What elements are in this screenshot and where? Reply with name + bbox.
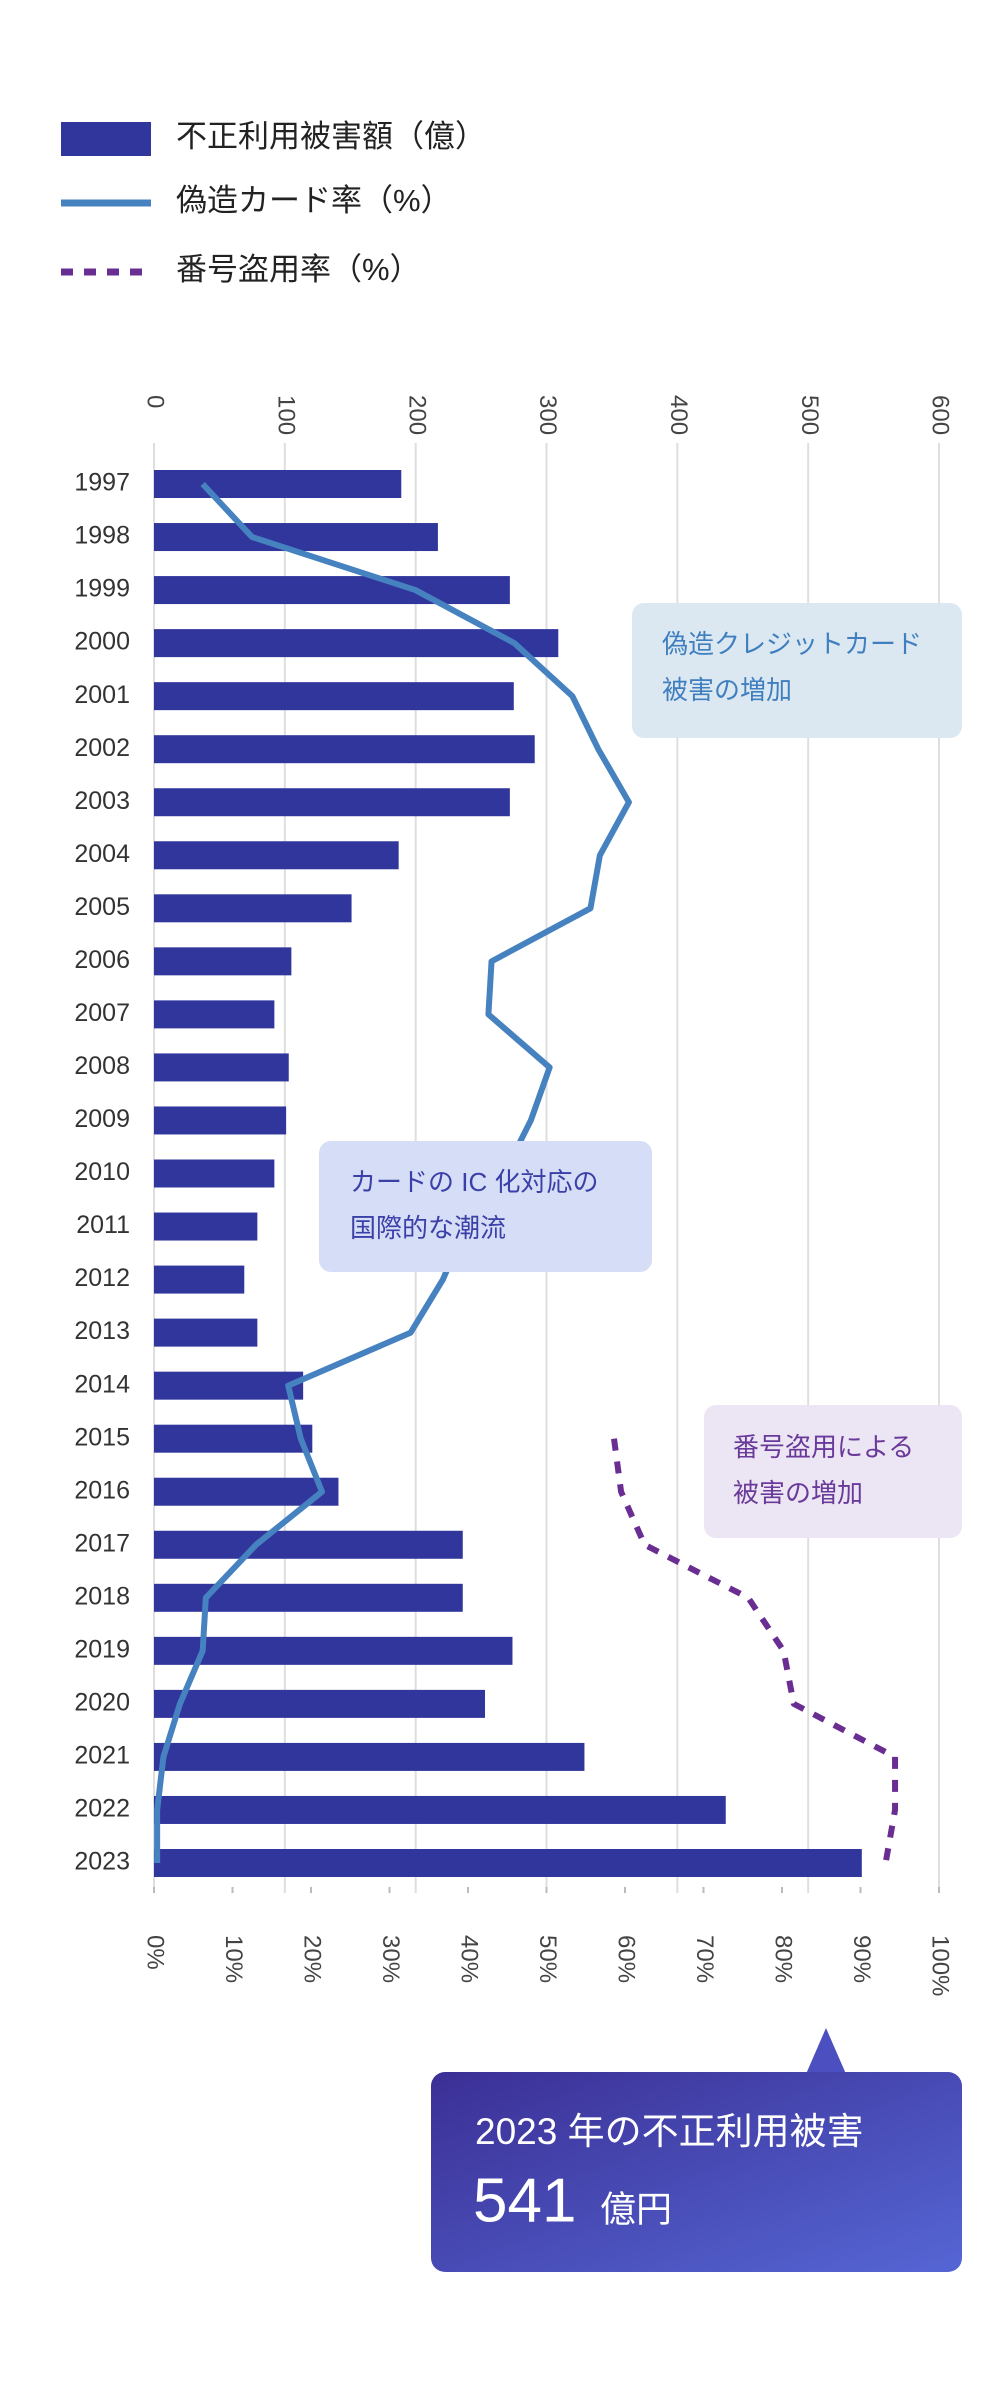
x2-tick-label: 70% [691, 1935, 718, 1983]
annotation-text: 番号盗用による [733, 1432, 914, 1462]
annotations: 偽造クレジットカード 被害の増加 カードの IC 化対応の 国際的な潮流 番号盗… [319, 603, 962, 2272]
bar [154, 1371, 304, 1400]
annotation-text: 国際的な潮流 [350, 1213, 506, 1243]
x-tick-label: 300 [534, 395, 561, 435]
x2-tick-label: 50% [534, 1935, 561, 1983]
y-tick-label: 2002 [74, 734, 130, 762]
y-tick-label: 2023 [74, 1848, 130, 1876]
annotation-text: 偽造クレジットカード [662, 629, 922, 659]
callout-unit: 億円 [600, 2189, 672, 2230]
x2-tick-label: 40% [456, 1935, 483, 1983]
bar [154, 1424, 313, 1453]
y-tick-label: 2014 [74, 1370, 130, 1398]
y-tick-label: 2022 [74, 1795, 130, 1823]
bar [154, 1000, 275, 1029]
legend-label: 偽造カード率（%） [176, 183, 452, 218]
bar [154, 1159, 275, 1188]
bar [154, 1318, 258, 1347]
annotation-text: 被害の増加 [662, 675, 792, 705]
annotation-text: 被害の増加 [733, 1478, 863, 1508]
y-tick-label: 2019 [74, 1635, 130, 1663]
bar [154, 1689, 486, 1718]
marks [154, 470, 899, 1877]
bar [154, 1212, 258, 1241]
callout-value: 541 [473, 2166, 576, 2235]
y-tick-label: 2012 [74, 1264, 130, 1292]
y-tick-label: 1998 [74, 522, 130, 550]
annotation-box [319, 1141, 652, 1272]
bar [154, 576, 510, 605]
bar [154, 470, 402, 498]
y-tick-label: 1999 [74, 575, 130, 603]
y-tick-label: 2018 [74, 1582, 130, 1610]
bar [154, 735, 535, 764]
y-tick-label: 2004 [74, 840, 130, 868]
x-tick-label: 0 [142, 395, 169, 408]
x2-tick-label: 100% [927, 1935, 954, 1996]
x2-tick-label: 20% [299, 1935, 326, 1983]
callout-box [431, 2072, 962, 2272]
bar [154, 1742, 585, 1771]
bar [154, 682, 514, 711]
x-tick-label: 200 [403, 395, 430, 435]
y-tick-label: 2016 [74, 1476, 130, 1504]
x2-tick-label: 60% [613, 1935, 640, 1983]
x-tick-label: 100 [272, 395, 299, 435]
y-tick-label: 2011 [76, 1211, 130, 1239]
bar [154, 1053, 289, 1082]
annotation-box [704, 1405, 962, 1538]
x2-tick-label: 0% [142, 1935, 169, 1970]
callout-text: 2023 年の不正利用被害 [475, 2111, 864, 2152]
y-tick-label: 2013 [74, 1317, 130, 1345]
x2-tick-label: 10% [220, 1935, 247, 1983]
bar [154, 947, 292, 976]
x2-tick-label: 30% [377, 1935, 404, 1983]
y-tick-label: 2001 [74, 681, 130, 709]
x2-tick-label: 80% [770, 1935, 797, 1983]
annotation-box [632, 603, 962, 738]
bar [154, 788, 510, 817]
y-tick-label: 2009 [74, 1105, 130, 1133]
y-tick-label: 2007 [74, 999, 130, 1027]
y-tick-label: 2000 [74, 628, 130, 656]
y-tick-label: 2003 [74, 787, 130, 815]
dashed-line [611, 1438, 899, 1864]
bar [154, 841, 399, 870]
legend-swatch [61, 122, 151, 156]
y-tick-label: 2006 [74, 946, 130, 974]
y-tick-label: 2017 [74, 1529, 130, 1557]
y-tick-label: 2021 [74, 1742, 130, 1770]
y-tick-label: 2020 [74, 1688, 130, 1716]
x-tick-label: 600 [927, 395, 954, 435]
legend-label: 不正利用被害額（億） [176, 119, 486, 154]
y-tick-label: 2015 [74, 1423, 130, 1451]
legend-label: 番号盗用率（%） [176, 252, 421, 287]
bar [154, 1530, 463, 1559]
callout-arrow [806, 2028, 846, 2074]
bar [154, 1106, 287, 1135]
bar [154, 1795, 726, 1824]
x-tick-label: 400 [665, 395, 692, 435]
x-tick-label: 500 [796, 395, 823, 435]
bar [154, 1265, 245, 1294]
y-tick-label: 2010 [74, 1158, 130, 1186]
bar [154, 1849, 862, 1877]
y-tick-label: 1997 [74, 469, 130, 497]
bar [154, 894, 352, 923]
y-tick-label: 2008 [74, 1052, 130, 1080]
bar [154, 1636, 513, 1665]
y-tick-label: 2005 [74, 893, 130, 921]
x2-tick-label: 90% [848, 1935, 875, 1983]
annotation-text: カードの IC 化対応の [350, 1167, 598, 1197]
bar [154, 523, 438, 552]
bar [154, 1583, 463, 1612]
